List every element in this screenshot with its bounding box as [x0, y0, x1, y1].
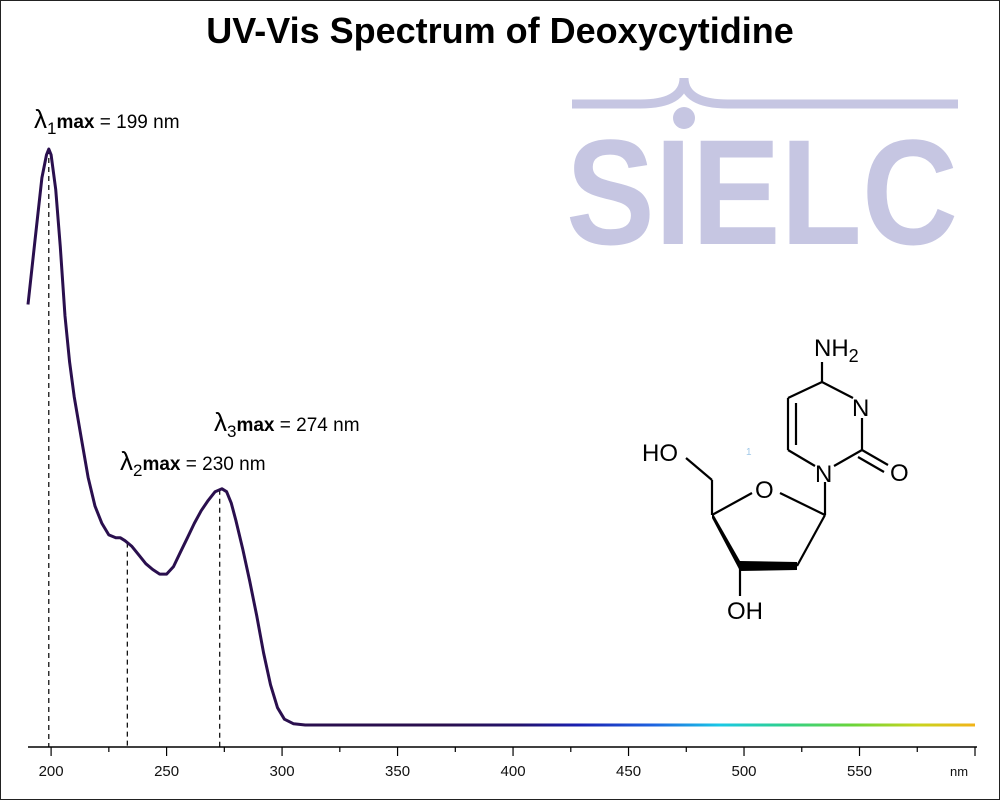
peak-label: λ1max = 199 nm: [34, 104, 180, 138]
peak-label: λ3max = 274 nm: [214, 407, 360, 441]
x-axis-unit-label: nm: [950, 764, 968, 779]
x-tick-label: 500: [732, 763, 757, 780]
oh-label: OH: [727, 598, 763, 625]
x-tick-label: 400: [501, 763, 526, 780]
stray-mark: 1: [746, 447, 752, 458]
molecule-labels: NH2 N N O O HO OH 1: [642, 335, 909, 625]
chart-title: UV-Vis Spectrum of Deoxycytidine: [206, 10, 794, 51]
deoxycytidine-structure: [685, 362, 889, 596]
peak-labels: λ1max = 199 nm λ2max = 230 nm λ3max = 274 …: [34, 104, 360, 480]
spectrum-line: [26, 147, 975, 727]
sielc-watermark-logo: SIELC: [566, 77, 958, 276]
x-axis: 200 250 300 350 400 450 500 550: [28, 746, 977, 780]
x-tick-label: 450: [616, 763, 641, 780]
x-tick-label: 550: [847, 763, 872, 780]
x-tick-label: 200: [39, 763, 64, 780]
ring-o-label: O: [755, 477, 774, 504]
logo-dot: [673, 107, 695, 129]
x-tick-label: 350: [385, 763, 410, 780]
nh2-label: NH2: [814, 335, 859, 366]
logo-arc-line: [572, 77, 958, 109]
logo-text: SIELC: [566, 108, 958, 276]
carbonyl-o-label: O: [890, 460, 909, 487]
ho-label: HO: [642, 440, 678, 467]
peak-label: λ2max = 230 nm: [120, 446, 266, 480]
peak-markers: [48, 149, 221, 747]
x-tick-label: 250: [154, 763, 179, 780]
n1-label: N: [815, 461, 832, 488]
x-tick-label: 300: [270, 763, 295, 780]
n3-label: N: [852, 395, 869, 422]
